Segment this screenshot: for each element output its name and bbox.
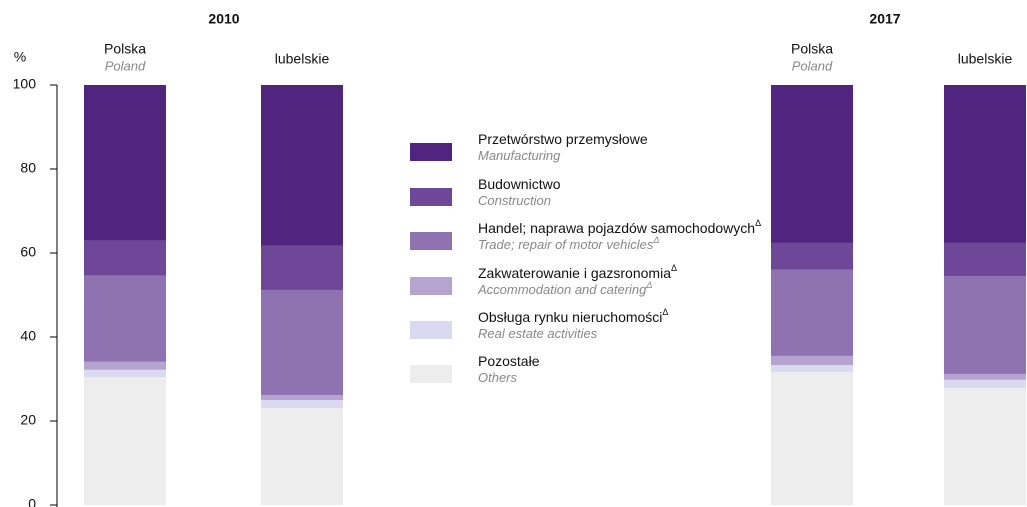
legend-label: Handel; naprawa pojazdów samochodowychΔ: [478, 218, 761, 235]
legend-swatch: [410, 321, 452, 339]
bar-segment: [944, 373, 1026, 380]
bar-segment: [261, 85, 343, 246]
bar-segment: [84, 376, 166, 505]
x-category-label: Polska: [791, 41, 833, 57]
x-category-label: Polska: [104, 41, 146, 57]
bar-segment: [261, 407, 343, 505]
legend-label: Zakwaterowanie i gazsronomia: [478, 265, 671, 281]
note-mark: Δ: [645, 280, 652, 290]
x-category-subtitle: Poland: [105, 58, 146, 73]
y-tick-label: 100: [13, 76, 37, 92]
legend-label-en: Construction: [478, 193, 551, 208]
y-tick-label: 60: [20, 244, 36, 260]
x-category-label: lubelskie: [958, 51, 1013, 67]
legend-label-en: Trade; repair of motor vehicles: [478, 237, 654, 252]
group-label: 2017: [869, 11, 900, 27]
x-category-label: lubelskie: [275, 51, 330, 67]
legend-label: Handel; naprawa pojazdów samochodowych: [478, 220, 755, 236]
legend-swatch: [410, 277, 452, 295]
bar-segment: [944, 387, 1026, 505]
legend-label: Pozostałe: [478, 353, 540, 369]
legend-label-en: Manufacturing: [478, 148, 561, 163]
y-axis-label: %: [14, 49, 26, 65]
bar-segment: [944, 85, 1026, 243]
bar-segment: [771, 242, 853, 270]
legend-label-en: Accommodation and cateringΔ: [477, 280, 652, 297]
bar-segment: [261, 394, 343, 400]
legend-label-en: Others: [478, 370, 518, 385]
bar-segment: [771, 371, 853, 505]
legend-label: Pozostałe: [478, 353, 540, 369]
bar-segment: [261, 289, 343, 395]
y-tick-label: 0: [28, 496, 36, 507]
note-mark: Δ: [755, 218, 761, 228]
bar-segment: [771, 269, 853, 356]
bar-segment: [771, 85, 853, 243]
y-tick-label: 20: [20, 412, 36, 428]
legend-label-en: Manufacturing: [478, 148, 561, 163]
legend-swatch: [410, 143, 452, 161]
legend-label-en: Others: [478, 370, 518, 385]
legend-label: Budownictwo: [478, 176, 561, 192]
bar-segment: [261, 400, 343, 408]
note-mark: Δ: [671, 263, 677, 273]
bar-segment: [771, 365, 853, 372]
legend-label-en: Trade; repair of motor vehiclesΔ: [478, 235, 659, 252]
note-mark: Δ: [652, 235, 659, 245]
bar-segment: [771, 355, 853, 366]
legend-label: Zakwaterowanie i gazsronomiaΔ: [478, 263, 677, 280]
legend-label: Przetwórstwo przemysłowe: [478, 131, 648, 147]
bar-segment: [84, 85, 166, 241]
y-tick-label: 40: [20, 328, 36, 344]
legend-swatch: [410, 365, 452, 383]
legend-swatch: [410, 188, 452, 206]
bar-segment: [261, 245, 343, 290]
bar-segment: [84, 361, 166, 370]
bar-segment: [944, 379, 1026, 388]
group-label: 2010: [208, 11, 239, 27]
bar-segment: [84, 275, 166, 362]
legend-label-en: Real estate activities: [478, 326, 598, 341]
legend-label: Obsługa rynku nieruchomości: [478, 309, 662, 325]
legend-label-en: Accommodation and catering: [477, 282, 647, 297]
legend-label-en: Real estate activities: [478, 326, 598, 341]
legend-label-en: Construction: [478, 193, 551, 208]
x-category-subtitle: Poland: [792, 58, 833, 73]
bar-segment: [944, 276, 1026, 374]
legend-label: Przetwórstwo przemysłowe: [478, 131, 648, 147]
y-tick-label: 80: [20, 160, 36, 176]
legend-label: Obsługa rynku nieruchomościΔ: [478, 307, 668, 324]
legend-label: Budownictwo: [478, 176, 561, 192]
bar-segment: [944, 242, 1026, 277]
bar-segment: [84, 369, 166, 377]
bar-segment: [84, 240, 166, 276]
legend-swatch: [410, 232, 452, 250]
note-mark: Δ: [662, 307, 668, 317]
